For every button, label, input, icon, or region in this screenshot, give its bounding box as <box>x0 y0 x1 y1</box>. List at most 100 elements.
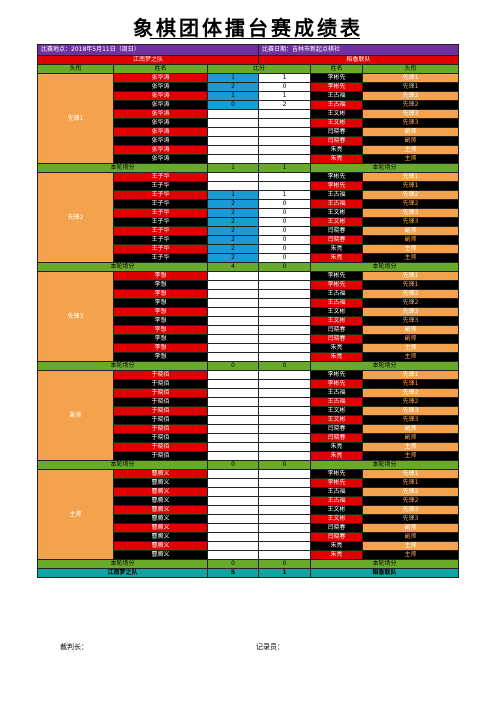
score-left <box>207 118 259 128</box>
opponent-title: 先锋3 <box>362 505 459 515</box>
score-left <box>207 514 259 524</box>
opponent-name: 王文彬 <box>310 208 363 218</box>
player-name: 李想 <box>113 343 208 353</box>
player-name: 曹腾义 <box>113 514 208 524</box>
score-right: 0 <box>258 199 311 209</box>
score-left <box>207 280 259 290</box>
opponent-name: 李彬先 <box>310 73 363 83</box>
player-name: 于晓佰 <box>113 442 208 452</box>
final-right-team: 稻香联队 <box>310 568 459 578</box>
opponent-title: 副帅 <box>362 433 459 443</box>
opponent-title: 主帅 <box>362 244 459 254</box>
opponent-title: 先锋2 <box>362 487 459 497</box>
score-right <box>258 181 311 191</box>
header-score: 比分 <box>207 64 311 74</box>
opponent-title: 先锋2 <box>362 397 459 407</box>
player-name: 张华涛 <box>113 109 208 119</box>
score-right: 2 <box>258 100 311 110</box>
player-name: 张华涛 <box>113 127 208 137</box>
player-name: 李想 <box>113 307 208 317</box>
score-right: 0 <box>258 253 311 263</box>
score-right <box>258 487 311 497</box>
score-left <box>207 127 259 137</box>
opponent-title: 先锋1 <box>362 379 459 389</box>
final-right-score: 1 <box>258 568 311 578</box>
score-left <box>207 397 259 407</box>
score-right <box>258 118 311 128</box>
opponent-title: 先锋1 <box>362 82 459 92</box>
opponent-title: 先锋3 <box>362 109 459 119</box>
match-row: 王子华 2 0 王文彬 先锋3 <box>38 217 459 227</box>
opponent-name: 朱亮 <box>310 145 363 155</box>
player-name: 曹腾义 <box>113 550 208 560</box>
score-right <box>258 172 311 182</box>
player-name: 曹腾义 <box>113 541 208 551</box>
opponent-name: 王文彬 <box>310 514 363 524</box>
subtotal-label-right: 本轮场分 <box>310 262 459 272</box>
info-row: 比赛地点：2018年5月11日（周日） 比赛日期：吉林市新起点棋社 <box>37 44 459 56</box>
score-left <box>207 505 259 515</box>
match-row: 李想 闫晓春 副帅 <box>38 325 459 335</box>
opponent-title: 先锋1 <box>362 478 459 488</box>
opponent-name: 李彬先 <box>310 478 363 488</box>
score-left <box>207 289 259 299</box>
match-row: 于晓佰 闫晓春 副帅 <box>38 433 459 443</box>
player-name: 于晓佰 <box>113 370 208 380</box>
subtotal-right-score: 0 <box>258 460 311 470</box>
score-right <box>258 469 311 479</box>
opponent-title: 先锋2 <box>362 298 459 308</box>
player-name: 张华涛 <box>113 145 208 155</box>
opponent-title: 主帅 <box>362 154 459 164</box>
match-row: 副帅 于晓佰 李彬先 先锋1 <box>37 370 459 461</box>
match-row: 曹腾义 朱亮 主帅 <box>38 550 459 560</box>
score-right: 0 <box>258 226 311 236</box>
score-right: 0 <box>258 235 311 245</box>
score-right <box>258 154 311 164</box>
score-right <box>258 550 311 560</box>
opponent-name: 朱亮 <box>310 541 363 551</box>
score-right <box>258 514 311 524</box>
score-left <box>207 496 259 506</box>
subtotal-left-score: 0 <box>207 460 259 470</box>
match-row: 曹腾义 闫晓春 副帅 <box>38 523 459 533</box>
score-right <box>258 406 311 416</box>
score-left <box>207 181 259 191</box>
subtotal-label-left: 本轮场分 <box>37 559 208 569</box>
player-name: 李想 <box>113 352 208 362</box>
subtotal-label-right: 本轮场分 <box>310 460 459 470</box>
opponent-name: 朱亮 <box>310 343 363 353</box>
score-right <box>258 388 311 398</box>
opponent-title: 先锋1 <box>362 280 459 290</box>
opponent-name: 王文彬 <box>310 217 363 227</box>
opponent-title: 先锋3 <box>362 118 459 128</box>
score-left <box>207 451 259 461</box>
opponent-name: 王文彬 <box>310 118 363 128</box>
player-name: 曹腾义 <box>113 505 208 515</box>
score-left <box>207 532 259 542</box>
opponent-name: 王古福 <box>310 100 363 110</box>
opponent-title: 先锋2 <box>362 388 459 398</box>
score-left <box>207 478 259 488</box>
score-right <box>258 307 311 317</box>
section-title-label: 副帅 <box>37 370 114 461</box>
right-team-name: 稻香联队 <box>258 55 459 65</box>
opponent-title: 副帅 <box>362 226 459 236</box>
match-row: 张华涛 闫晓春 副帅 <box>38 127 459 137</box>
subtotal-row: 本轮场分 0 0 本轮场分 <box>37 460 459 470</box>
score-right <box>258 523 311 533</box>
score-left <box>207 154 259 164</box>
player-name: 王子华 <box>113 253 208 263</box>
score-left <box>207 352 259 362</box>
match-row: 曹腾义 朱亮 主帅 <box>38 541 459 551</box>
opponent-name: 朱亮 <box>310 154 363 164</box>
score-left <box>207 172 259 182</box>
player-name: 于晓佰 <box>113 415 208 425</box>
score-left: 2 <box>207 226 259 236</box>
match-row: 王子华 2 0 王古福 先锋2 <box>38 199 459 209</box>
opponent-name: 王古福 <box>310 487 363 497</box>
subtotal-row: 本轮场分 0 0 本轮场分 <box>37 361 459 371</box>
score-left: 1 <box>207 91 259 101</box>
score-left: 2 <box>207 208 259 218</box>
opponent-name: 闫晓春 <box>310 523 363 533</box>
score-left <box>207 334 259 344</box>
